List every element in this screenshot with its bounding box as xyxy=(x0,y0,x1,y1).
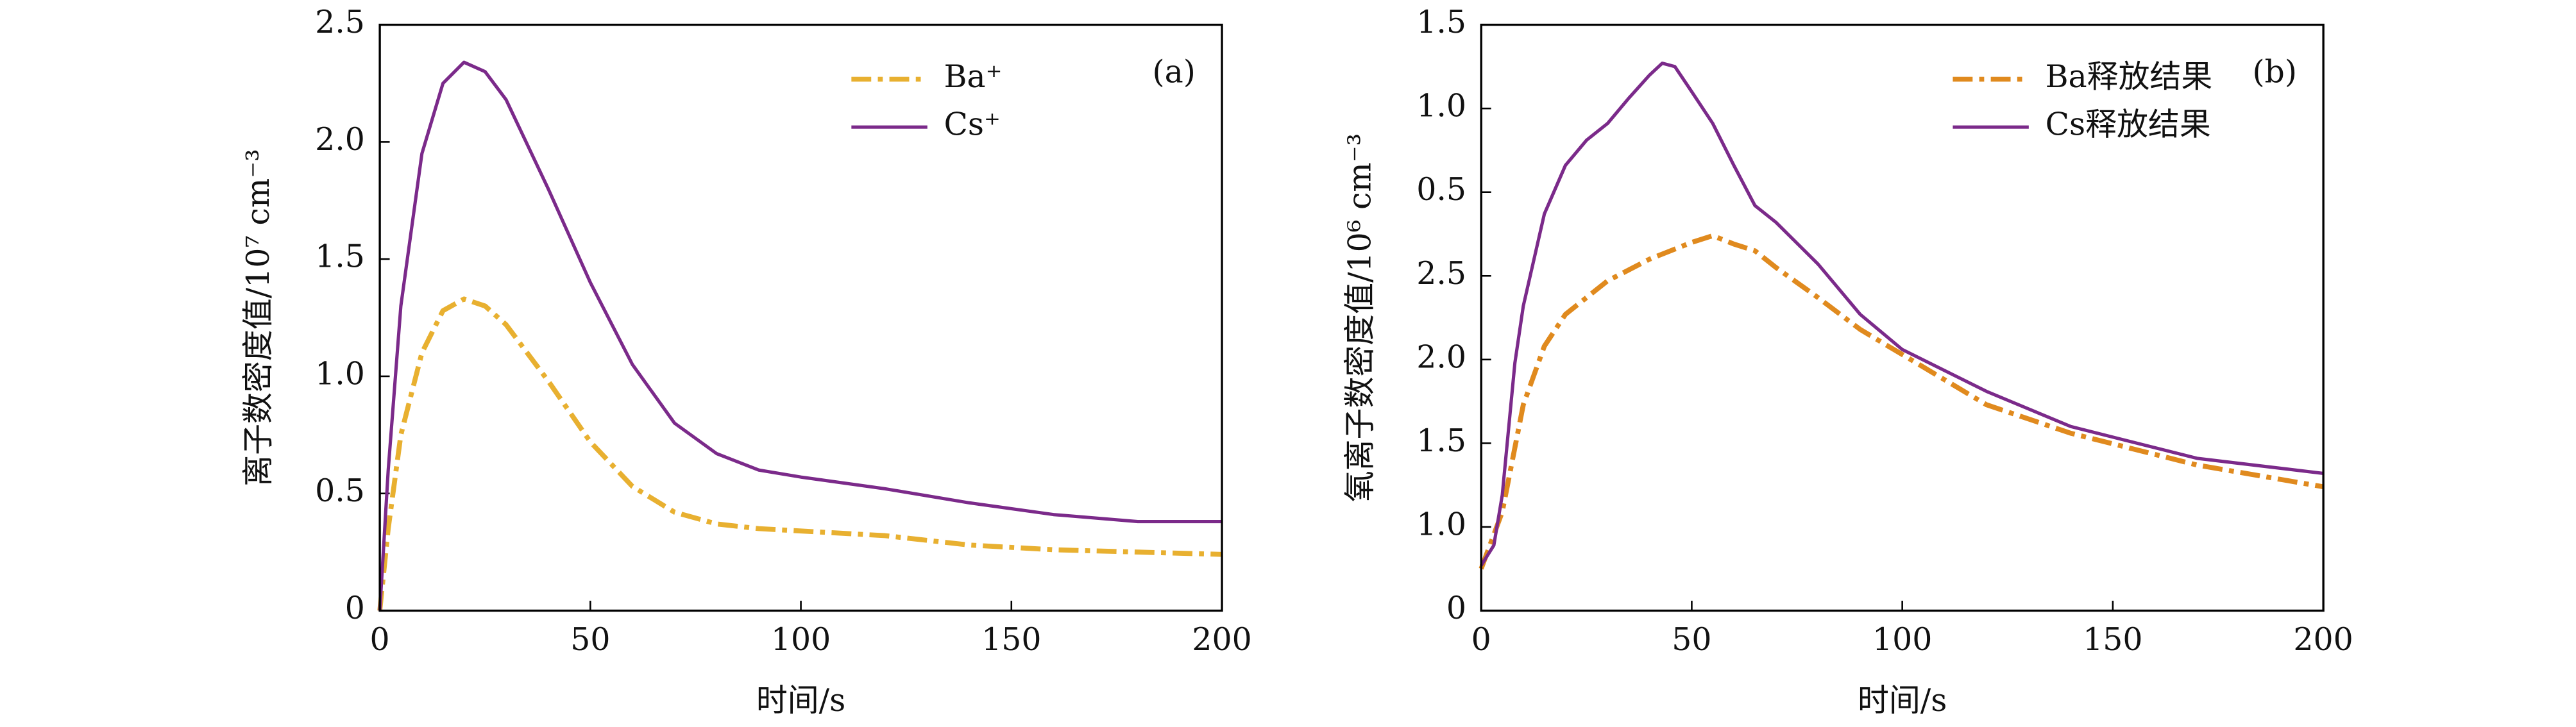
legend-label: Cs释放结果 xyxy=(2046,106,2211,143)
x-tick-label: 200 xyxy=(1192,621,1251,658)
data-line xyxy=(377,296,1223,611)
y-tick-label: 1.5 xyxy=(1416,422,1466,459)
y-tick-label: 2.0 xyxy=(1416,338,1466,375)
data-line xyxy=(1479,233,2324,570)
x-tick-label: 150 xyxy=(2083,621,2142,658)
legend-label: Ba⁺ xyxy=(944,58,1003,95)
x-tick-label: 50 xyxy=(1672,621,1711,658)
legend-label: Ba释放结果 xyxy=(2046,58,2213,95)
x-tick-label: 0 xyxy=(1471,621,1491,658)
y-tick-label: 0.5 xyxy=(315,472,365,509)
plot-frame xyxy=(378,23,1223,612)
x-tick-label: 0 xyxy=(370,621,390,658)
y-axis-label: 离子数密度值/10⁷ cm⁻³ xyxy=(240,149,276,486)
y-tick-label: 2.5 xyxy=(1416,255,1466,292)
legend-label: Cs⁺ xyxy=(944,106,1001,143)
x-tick-label: 150 xyxy=(981,621,1041,658)
x-tick-label: 200 xyxy=(2293,621,2353,658)
y-tick-label: 1.0 xyxy=(315,355,365,392)
data-line xyxy=(1480,62,2324,567)
x-tick-label: 100 xyxy=(1872,621,1932,658)
x-axis-label: 时间/s xyxy=(1858,682,1947,719)
y-tick-label: 2.0 xyxy=(315,121,365,158)
y-tick-label: 0.5 xyxy=(1416,171,1466,208)
y-tick-label: 0 xyxy=(1446,590,1466,626)
y-tick-label: 2.5 xyxy=(315,4,365,40)
annotation: (b) xyxy=(2252,53,2296,90)
plot-frame xyxy=(1480,23,2325,612)
y-tick-label: 1.0 xyxy=(1416,506,1466,542)
data-line xyxy=(378,60,1223,611)
y-tick-label: 0 xyxy=(345,590,365,626)
y-tick-label: 1.0 xyxy=(1416,88,1466,124)
annotation: (a) xyxy=(1153,53,1196,90)
x-tick-label: 50 xyxy=(570,621,610,658)
x-tick-label: 100 xyxy=(771,621,831,658)
y-axis-label: 氧离子数密度值/10⁶ cm⁻³ xyxy=(1341,133,1378,502)
y-tick-label: 1.5 xyxy=(315,238,365,275)
y-tick-label: 1.5 xyxy=(1416,4,1466,40)
x-axis-label: 时间/s xyxy=(756,682,845,719)
